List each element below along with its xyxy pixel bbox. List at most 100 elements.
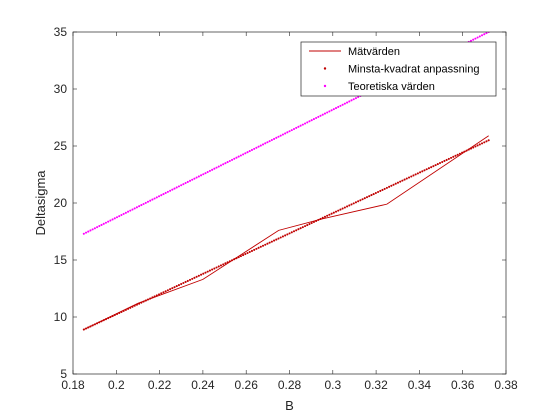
theory-point — [98, 225, 101, 228]
fit-point — [438, 162, 442, 165]
fit-point — [138, 302, 141, 305]
fit-point — [162, 291, 165, 294]
x-tick-label: 0.38 — [494, 378, 518, 392]
fit-point — [144, 299, 147, 302]
fit-point — [423, 169, 426, 172]
fit-point — [173, 286, 176, 289]
fit-point — [248, 250, 251, 254]
fit-point — [219, 264, 223, 267]
fit-point — [310, 221, 313, 225]
fit-point — [332, 211, 335, 214]
x-tick-label: 0.22 — [148, 378, 172, 392]
series-group — [82, 32, 490, 331]
fit-point — [107, 317, 110, 320]
fit-point — [217, 265, 220, 268]
fit-point — [432, 165, 435, 168]
fit-point — [270, 240, 273, 243]
fit-point — [200, 273, 203, 276]
fit-point — [445, 158, 448, 161]
fit-point — [368, 195, 371, 198]
fit-point — [237, 256, 240, 259]
theory-point — [208, 169, 211, 172]
fit-point — [469, 147, 473, 150]
theory-point — [188, 179, 192, 182]
theory-point — [140, 204, 143, 207]
fit-point — [118, 311, 121, 315]
fit-point — [388, 185, 391, 188]
fit-point — [456, 153, 459, 156]
theory-point — [153, 197, 156, 200]
fit-point — [306, 224, 309, 227]
fit-point — [323, 215, 327, 218]
theory-point — [144, 201, 147, 204]
fit-point — [246, 251, 249, 255]
fit-point — [372, 193, 375, 196]
legend-swatch-dot — [323, 67, 327, 70]
fit-point — [465, 149, 468, 152]
theory-point — [301, 123, 304, 126]
fit-point — [115, 312, 119, 316]
fit-point — [343, 206, 346, 209]
theory-point — [157, 195, 161, 198]
fit-point — [304, 225, 307, 228]
fit-point — [381, 188, 384, 191]
fit-point — [463, 150, 466, 153]
fit-point — [374, 191, 377, 195]
theory-point — [330, 109, 333, 112]
theory-point — [257, 145, 260, 148]
fit-point — [171, 287, 174, 290]
fit-point — [160, 292, 163, 295]
fit-point — [133, 304, 136, 307]
fit-point — [206, 270, 209, 273]
theory-point — [284, 132, 287, 135]
fit-point — [96, 322, 99, 325]
fit-point — [326, 214, 329, 217]
theory-point — [109, 219, 112, 222]
theory-point — [111, 218, 114, 221]
fit-point — [377, 190, 380, 194]
fit-point — [131, 305, 134, 308]
fit-point — [186, 279, 189, 282]
fit-point — [273, 239, 276, 242]
fit-point — [354, 201, 357, 204]
fit-point — [392, 183, 395, 186]
fit-point — [297, 228, 300, 231]
fit-point — [480, 142, 484, 145]
y-tick-label: 10 — [54, 310, 68, 324]
fit-point — [443, 159, 446, 163]
theory-point — [253, 147, 256, 150]
theory-point — [180, 184, 183, 187]
fit-point — [317, 218, 320, 221]
fit-point — [153, 295, 156, 298]
theory-point — [266, 141, 269, 144]
fit-point — [135, 303, 138, 306]
fit-point — [425, 168, 428, 171]
fit-point — [434, 164, 437, 167]
theory-point — [472, 38, 475, 41]
fit-point — [407, 176, 411, 179]
fit-point — [421, 170, 424, 173]
y-tick-label: 30 — [54, 82, 68, 96]
theory-point — [215, 166, 218, 169]
x-axis-label: B — [285, 398, 294, 413]
theory-point — [233, 157, 236, 160]
fit-point — [244, 253, 247, 256]
fit-point — [87, 326, 90, 329]
theory-point — [237, 155, 240, 158]
theory-point — [177, 185, 180, 188]
theory-point — [175, 186, 178, 189]
fit-point — [211, 268, 214, 271]
theory-point — [104, 221, 107, 224]
theory-point — [200, 174, 203, 177]
fit-point — [452, 155, 455, 158]
fit-point — [215, 266, 218, 269]
theory-point — [173, 187, 176, 190]
fit-point — [235, 257, 238, 260]
fit-point — [352, 202, 355, 205]
fit-point — [328, 213, 331, 216]
fit-point — [233, 258, 236, 261]
fit-point — [91, 324, 94, 327]
fit-point — [334, 210, 338, 213]
